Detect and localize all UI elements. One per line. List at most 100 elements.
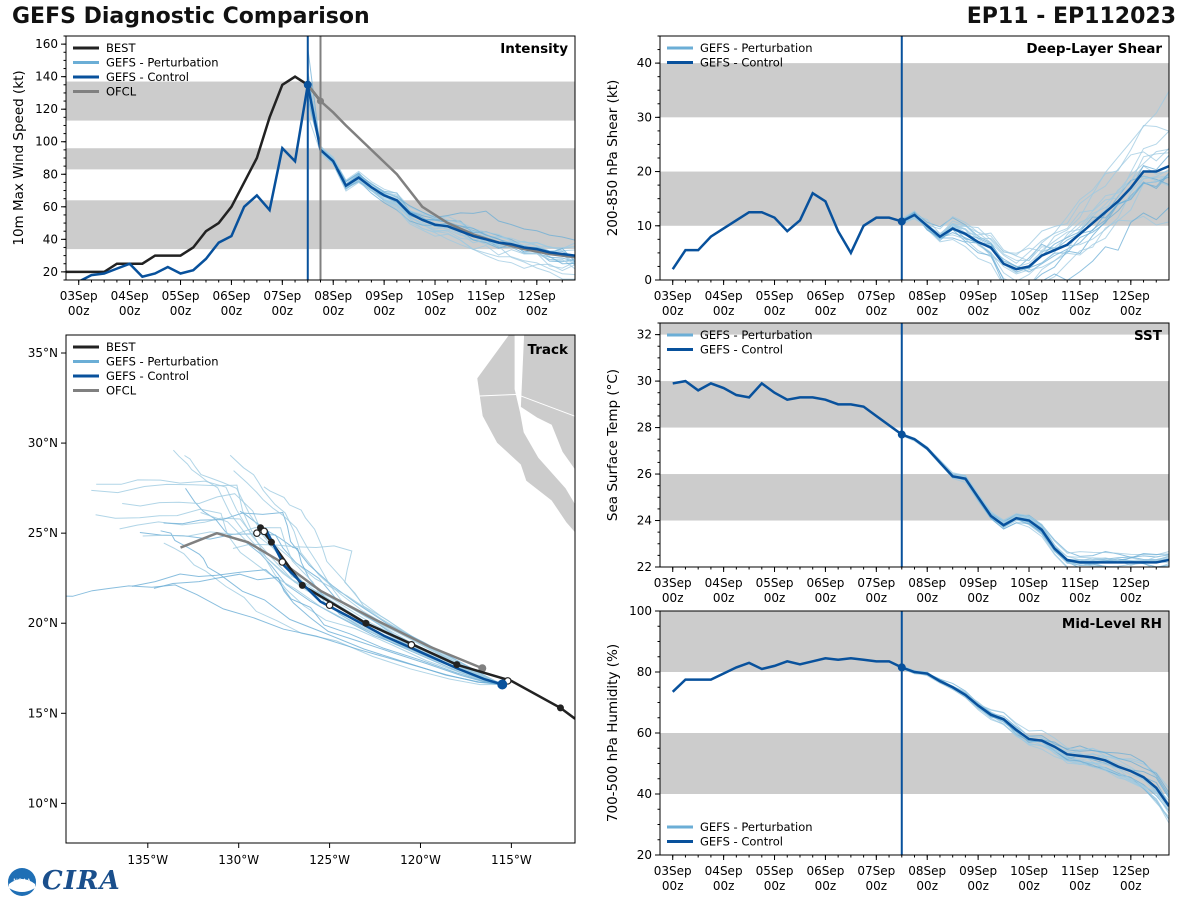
legend-label-perturbation: GEFS - Perturbation: [106, 355, 219, 369]
plot-area-track: [66, 335, 575, 720]
best-track-open-point: [407, 641, 416, 649]
x-tick-date: 10Sep: [1010, 576, 1048, 590]
panel-intensity: 2040608010012014016003Sep00z04Sep00z05Se…: [11, 35, 576, 318]
x-tick-date: 07Sep: [857, 576, 895, 590]
x-tick-date: 03Sep: [654, 864, 692, 878]
best-track-line: [66, 75, 322, 274]
legend-label-control: GEFS - Control: [106, 70, 189, 84]
y-tick-label: 32: [637, 328, 652, 342]
threshold-band-1: [660, 611, 1169, 672]
x-tick-label: 135°W: [127, 853, 168, 867]
panel-sst: 22242628303203Sep00z04Sep00z05Sep00z06Se…: [605, 322, 1170, 605]
threshold-band-2: [660, 323, 1169, 335]
panel-frame: [65, 334, 576, 844]
x-tick-date: 04Sep: [705, 289, 743, 303]
y-tick-label: 15°N: [28, 706, 58, 720]
perturbation-member-9: [307, 81, 575, 241]
track-ofcl-start: [478, 664, 487, 673]
x-tick-date: 11Sep: [1061, 576, 1099, 590]
y-axis-label: Sea Surface Temp (°C): [605, 369, 621, 521]
x-tick-hour: 00z: [764, 591, 786, 605]
x-tick-hour: 00z: [866, 591, 888, 605]
x-tick-hour: 00z: [1120, 879, 1142, 893]
x-tick-hour: 00z: [967, 304, 989, 318]
x-tick-label: 125°W: [309, 853, 350, 867]
y-tick-label: 24: [637, 514, 652, 528]
legend-label-control: GEFS - Control: [700, 56, 783, 70]
y-tick-label: 20°N: [28, 616, 58, 630]
threshold-band-1: [660, 381, 1169, 428]
y-tick-label: 80: [637, 665, 652, 679]
x-tick-date: 07Sep: [857, 864, 895, 878]
best-track-point: [267, 538, 275, 546]
x-tick-date: 10Sep: [1010, 864, 1048, 878]
legend-label-best: BEST: [106, 340, 136, 354]
y-axis-label: 700-500 hPa Humidity (%): [605, 644, 621, 822]
plot-area-sst: [660, 323, 1169, 567]
track-perturbation-3: [239, 510, 503, 685]
perturbation-member-17: [901, 148, 1169, 280]
legend-label-ofcl: OFCL: [106, 384, 137, 398]
track-perturbation-8: [229, 454, 503, 685]
threshold-band-1: [660, 63, 1169, 118]
x-tick-date: 10Sep: [1010, 289, 1048, 303]
track-perturbation-11: [142, 527, 503, 685]
x-tick-date: 08Sep: [908, 289, 946, 303]
y-axis-label: 10m Max Wind Speed (kt): [11, 70, 27, 245]
x-tick-date: 03Sep: [654, 576, 692, 590]
x-tick-hour: 00z: [916, 591, 938, 605]
track-best-line: [259, 526, 575, 720]
y-tick-label: 26: [637, 467, 652, 481]
legend-label-perturbation: GEFS - Perturbation: [106, 56, 219, 70]
y-tick-label: 30: [637, 110, 652, 124]
best-track-point: [298, 581, 306, 589]
perturbation-member-17: [307, 70, 575, 272]
y-tick-label: 40: [43, 232, 58, 246]
x-tick-date: 04Sep: [111, 289, 149, 303]
track-perturbation-1: [163, 542, 503, 686]
x-tick-hour: 00z: [272, 304, 294, 318]
x-tick-hour: 00z: [68, 304, 90, 318]
x-tick-date: 07Sep: [263, 289, 301, 303]
x-tick-date: 06Sep: [806, 864, 844, 878]
x-tick-hour: 00z: [221, 304, 243, 318]
legend-label-control: GEFS - Control: [700, 835, 783, 849]
legend-label-control: GEFS - Control: [700, 343, 783, 357]
x-tick-hour: 00z: [1120, 304, 1142, 318]
legend-label-best: BEST: [106, 41, 136, 55]
x-tick-hour: 00z: [322, 304, 344, 318]
x-tick-hour: 00z: [1018, 879, 1040, 893]
x-tick-date: 08Sep: [908, 864, 946, 878]
panel-rh: 2040608010003Sep00z04Sep00z05Sep00z06Sep…: [605, 604, 1170, 893]
best-track-point: [453, 661, 461, 669]
plot-area-intensity: [66, 36, 575, 280]
x-tick-hour: 00z: [1069, 879, 1091, 893]
x-tick-date: 03Sep: [60, 289, 98, 303]
x-tick-hour: 00z: [373, 304, 395, 318]
x-tick-hour: 00z: [662, 304, 684, 318]
panel-track: 135°W 130°W 125°W 120°W 115°W 10°N 15°N 20°N 25°…: [28, 334, 576, 867]
x-tick-hour: 00z: [967, 879, 989, 893]
y-tick-label: 20: [637, 165, 652, 179]
y-tick-label: 0: [644, 273, 652, 287]
threshold-band-0: [660, 474, 1169, 521]
control-forecast-line: [671, 164, 1169, 271]
x-tick-date: 12Sep: [1112, 864, 1150, 878]
border-line: [473, 393, 575, 417]
y-tick-label: 25°N: [28, 526, 58, 540]
track-perturbation-2: [122, 493, 503, 685]
track-perturbation-18: [131, 569, 503, 685]
x-tick-hour: 00z: [713, 304, 735, 318]
land-baja: [476, 335, 575, 534]
storm-id-title: EP11 - EP112023: [966, 4, 1176, 29]
x-tick-date: 05Sep: [756, 576, 794, 590]
x-tick-date: 12Sep: [518, 289, 556, 303]
plot-area-rh: [660, 611, 1169, 855]
x-tick-hour: 00z: [866, 879, 888, 893]
x-tick-date: 06Sep: [806, 576, 844, 590]
y-tick-label: 20: [43, 265, 58, 279]
init-point-marker: [897, 663, 906, 672]
x-tick-hour: 00z: [170, 304, 192, 318]
land-mainland: [520, 335, 575, 471]
y-tick-label: 28: [637, 421, 652, 435]
